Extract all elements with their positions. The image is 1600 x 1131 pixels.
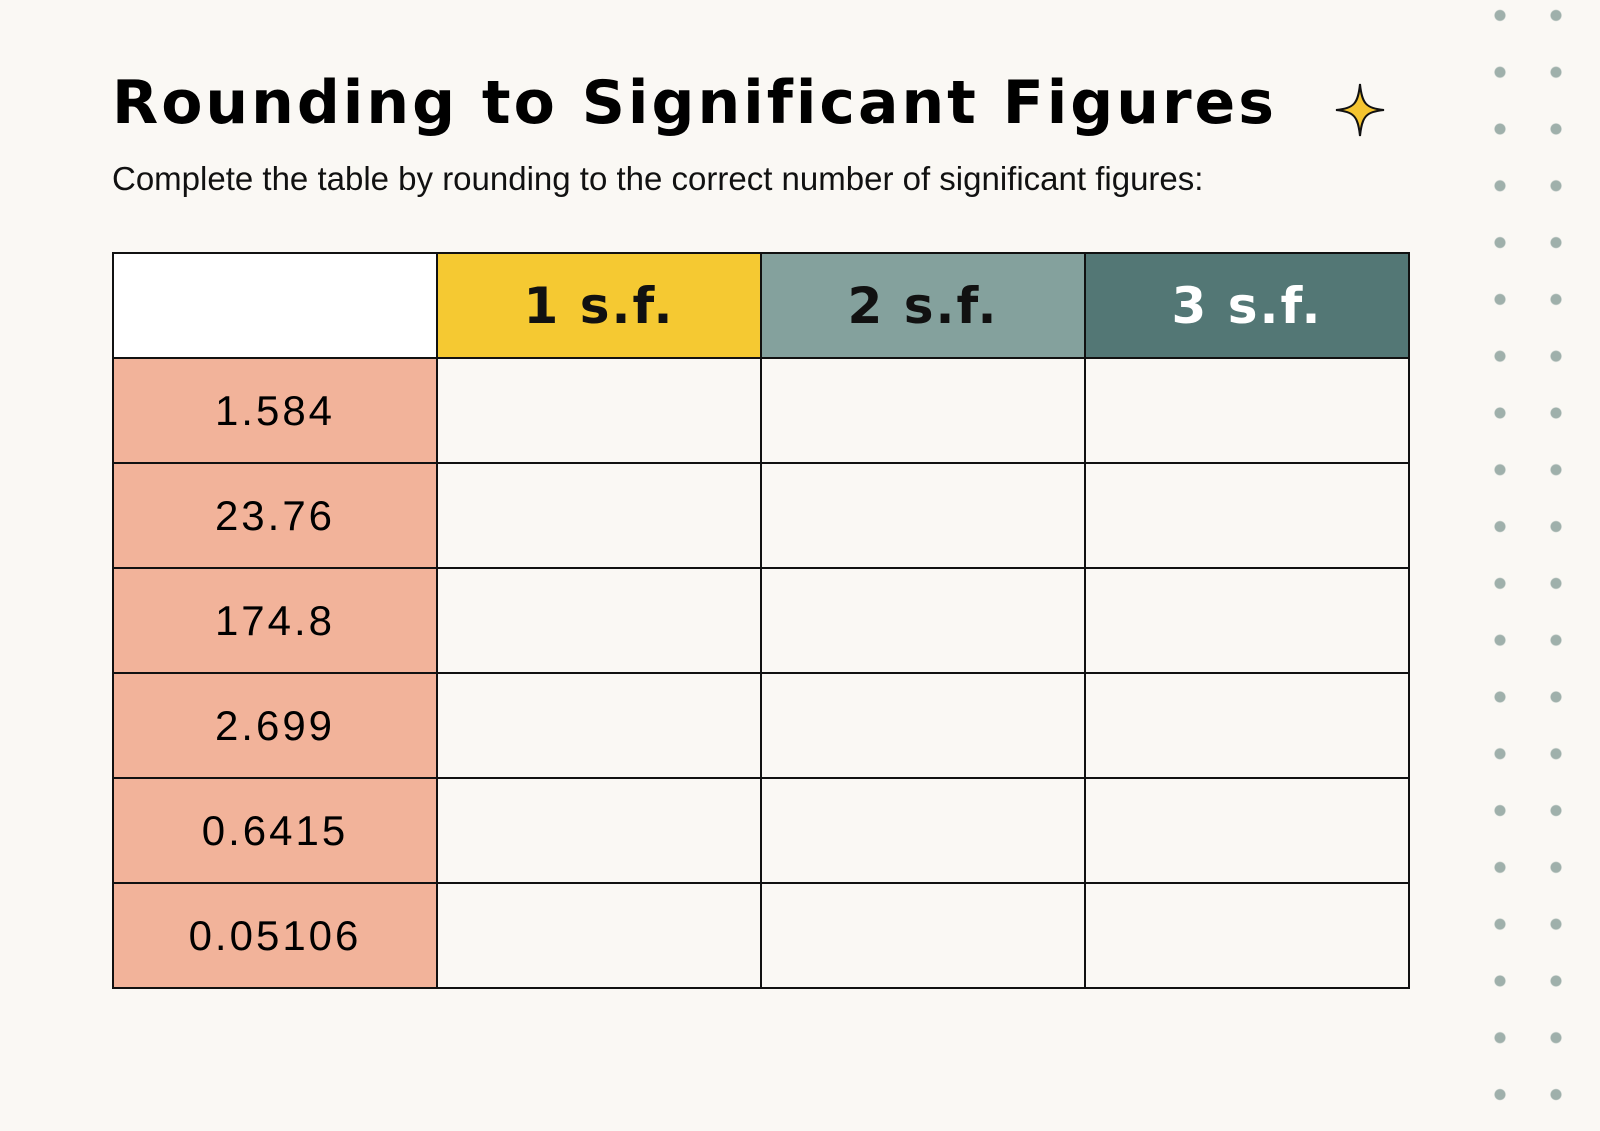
- answer-cell: [436, 462, 762, 569]
- corner-cell: [112, 252, 438, 359]
- answer-cell: [1084, 462, 1410, 569]
- table-row: 1.584: [112, 357, 1410, 464]
- number-cell: 2.699: [112, 672, 438, 779]
- answer-cell: [436, 777, 762, 884]
- answer-cell: [1084, 567, 1410, 674]
- answer-cell: [760, 882, 1086, 989]
- number-cell: 1.584: [112, 357, 438, 464]
- table-row: 2.699: [112, 672, 1410, 779]
- table-row: 0.6415: [112, 777, 1410, 884]
- answer-cell: [760, 672, 1086, 779]
- table-row: 174.8: [112, 567, 1410, 674]
- title: Rounding to Significant Figures: [112, 68, 1277, 138]
- answer-cell: [436, 882, 762, 989]
- answer-cell: [760, 357, 1086, 464]
- answer-cell: [436, 672, 762, 779]
- number-cell: 23.76: [112, 462, 438, 569]
- answer-cell: [760, 777, 1086, 884]
- answer-cell: [760, 462, 1086, 569]
- star-icon: [1335, 83, 1385, 137]
- answer-cell: [1084, 882, 1410, 989]
- number-cell: 0.05106: [112, 882, 438, 989]
- dot-pattern: [1480, 0, 1580, 1131]
- answer-cell: [1084, 357, 1410, 464]
- answer-cell: [436, 357, 762, 464]
- answer-cell: [436, 567, 762, 674]
- column-header: 3 s.f.: [1084, 252, 1410, 359]
- answer-cell: [1084, 672, 1410, 779]
- column-header: 1 s.f.: [436, 252, 762, 359]
- table-row: 0.05106: [112, 882, 1410, 989]
- table-row: 23.76: [112, 462, 1410, 569]
- number-cell: 0.6415: [112, 777, 438, 884]
- answer-cell: [760, 567, 1086, 674]
- rounding-table: 1 s.f. 2 s.f. 3 s.f. 1.584 23.76 174.8 2.699 0.…: [112, 252, 1410, 989]
- number-cell: 174.8: [112, 567, 438, 674]
- answer-cell: [1084, 777, 1410, 884]
- subtitle: Complete the table by rounding to the co…: [112, 160, 1204, 197]
- column-header: 2 s.f.: [760, 252, 1086, 359]
